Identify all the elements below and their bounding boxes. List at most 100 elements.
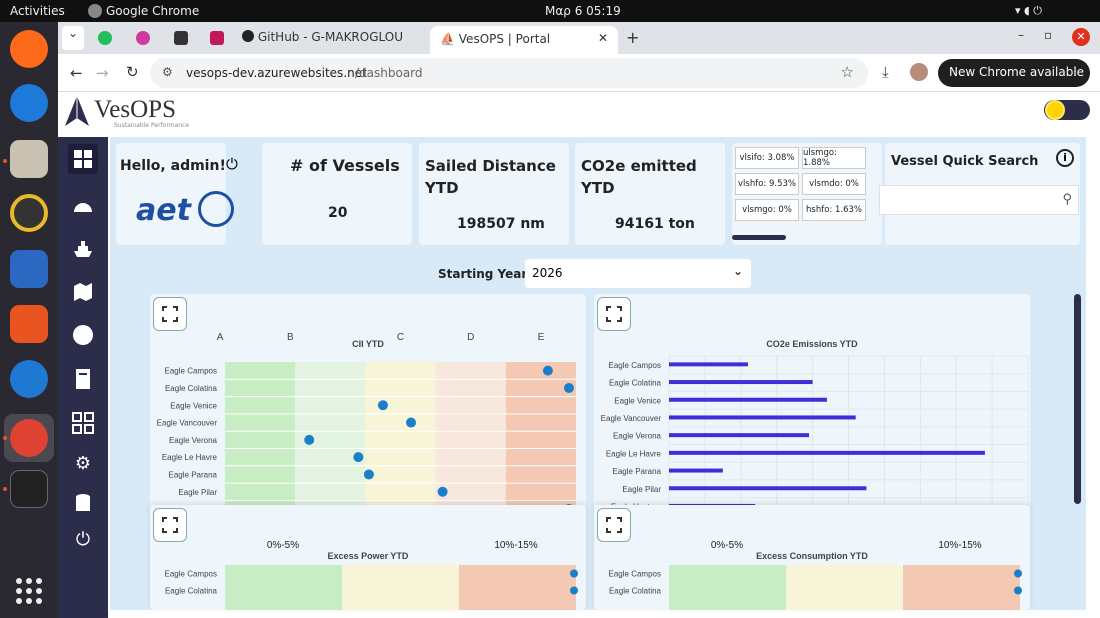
client-logo: aet — [136, 193, 191, 228]
vesops-page: VesOPS Sustainable Performance ⚙ ⏻ Hello… — [58, 92, 1100, 618]
cii-category-label: Eagle Verona — [169, 436, 218, 445]
excess-title: Excess Power YTD — [328, 551, 409, 561]
map-icon[interactable] — [71, 280, 95, 304]
excess-point — [570, 569, 578, 578]
rhythmbox-icon[interactable] — [10, 194, 48, 232]
content-scrollbar[interactable] — [1074, 294, 1081, 504]
dock — [0, 22, 58, 618]
expand-cii-button[interactable] — [153, 297, 187, 331]
clock[interactable]: Μαρ 6 05:19 — [545, 4, 621, 18]
bookmark-star-icon[interactable]: ☆ — [840, 63, 854, 81]
excess-band — [786, 565, 903, 610]
co2-value: 94161 ton — [615, 216, 695, 232]
tab-github[interactable]: GitHub - G-MAKROGLOU — [242, 26, 422, 50]
chevron-down-icon: ⌄ — [732, 264, 743, 278]
co2-panel: CO2e Emissions YTD Eagle Campos Eagle Cola… — [594, 294, 1030, 522]
profile-avatar[interactable] — [910, 63, 928, 81]
os-top-bar: Activities Google Chrome Μαρ 6 05:19 ▾ ◖… — [0, 0, 1100, 22]
new-chrome-button[interactable]: New Chrome available ⋮ — [938, 59, 1090, 87]
vessel-search-input[interactable]: ⚲ — [879, 185, 1079, 215]
chrome-menu-icon[interactable]: ⋮ — [1069, 64, 1081, 78]
database-icon[interactable] — [71, 492, 95, 516]
co2-category-label: Eagle Parana — [613, 467, 662, 476]
system-tray-icons[interactable]: ▾ ◖ ⏻ — [1015, 4, 1043, 17]
co2-label: CO2e emitted YTD — [581, 157, 697, 197]
fuel-chip: vlsifo: 3.08% — [735, 147, 799, 169]
cii-category-label: Eagle Parana — [169, 470, 218, 479]
power-icon[interactable]: ⏻ — [226, 155, 238, 173]
starting-year-select[interactable]: 2026 ⌄ — [525, 259, 751, 288]
chrome-icon[interactable] — [10, 419, 48, 457]
excess-band — [225, 565, 342, 610]
maximize-button[interactable]: ▫ — [1044, 28, 1053, 42]
pinned-tab-4-icon[interactable] — [210, 31, 224, 45]
greeting-card: Hello, admin! ⏻ aet — [116, 143, 238, 245]
back-icon[interactable]: ← — [70, 64, 83, 82]
expand-power-button[interactable] — [153, 508, 187, 542]
cii-point — [406, 417, 417, 428]
cii-category-label: Eagle Le Havre — [162, 453, 218, 462]
firefox-icon[interactable] — [10, 30, 48, 68]
forward-icon[interactable]: → — [96, 64, 109, 82]
tab-vesops-label: VesOPS | Portal — [458, 32, 551, 46]
pinned-tab-2-icon[interactable] — [136, 31, 150, 45]
close-tab-icon[interactable]: ✕ — [597, 31, 608, 45]
expand-consumption-button[interactable] — [597, 508, 631, 542]
close-window-button[interactable]: ✕ — [1072, 28, 1090, 46]
minimize-button[interactable]: – — [1018, 28, 1024, 42]
pinned-tab-1-icon[interactable] — [98, 31, 112, 45]
excess-legend-label: 0%-5% — [711, 540, 743, 551]
pinned-tab-3-icon[interactable] — [174, 31, 188, 45]
excess-band — [903, 565, 1020, 610]
github-icon — [242, 30, 254, 42]
globe-icon[interactable] — [71, 323, 95, 347]
files-icon[interactable] — [10, 140, 48, 178]
fuel-scrollbar[interactable] — [732, 235, 786, 240]
nav-dashboard[interactable] — [68, 144, 98, 174]
help-icon[interactable] — [10, 360, 48, 398]
excess-band — [669, 565, 786, 610]
vessel-search-title: Vessel Quick Search — [891, 154, 1039, 169]
excess-category-label: Eagle Colatina — [165, 587, 218, 596]
address-bar[interactable]: ⚙ vesops-dev.azurewebsites.net /dashboar… — [150, 58, 868, 88]
ship-icon[interactable] — [71, 237, 95, 261]
co2-chart: CO2e Emissions YTD Eagle Campos Eagle Cola… — [601, 339, 1029, 522]
theme-toggle[interactable] — [1044, 100, 1090, 120]
info-icon[interactable]: i — [1056, 149, 1074, 167]
site-info-icon[interactable]: ⚙ — [162, 65, 173, 79]
new-tab-button[interactable]: + — [626, 28, 640, 47]
show-apps-icon[interactable] — [10, 572, 48, 610]
expand-co2-button[interactable] — [597, 297, 631, 331]
settings-gear-icon[interactable]: ⚙ — [74, 453, 92, 474]
speedometer-icon[interactable] — [71, 195, 95, 219]
co2-bar — [669, 468, 723, 473]
tab-search-icon[interactable]: ⌄ — [62, 26, 84, 50]
excess-category-label: Eagle Campos — [609, 570, 661, 579]
fuel-mix-card: vlsifo: 3.08% ulsmgo: 1.88% vlshfo: 9.53… — [732, 143, 882, 245]
apps-icon[interactable] — [71, 411, 95, 435]
vessels-value: 20 — [328, 205, 348, 221]
cii-band-label: D — [467, 332, 474, 343]
reload-icon[interactable]: ↻ — [126, 63, 139, 81]
co2-category-label: Eagle Campos — [609, 361, 661, 370]
terminal-icon[interactable] — [10, 470, 48, 508]
dashboard-content: Hello, admin! ⏻ aet # of Vessels 20 Sail… — [110, 137, 1086, 610]
writer-icon[interactable] — [10, 250, 48, 288]
report-icon[interactable] — [71, 367, 95, 391]
cii-band-label: E — [538, 332, 545, 343]
vesops-tab-icon: ⛵ — [440, 32, 455, 46]
app-menu[interactable]: Google Chrome — [106, 4, 200, 18]
cii-chart: A B C D E CII YTD Eagle Campos Eagle Colatina Ea… — [157, 332, 576, 522]
download-icon[interactable]: ⤓ — [882, 63, 889, 81]
url-path: /dashboard — [355, 66, 423, 80]
thunderbird-icon[interactable] — [10, 84, 48, 122]
tab-vesops[interactable]: ⛵ VesOPS | Portal ✕ — [430, 26, 618, 54]
cii-band — [225, 362, 296, 522]
app-center-icon[interactable] — [10, 305, 48, 343]
logout-power-icon[interactable]: ⏻ — [75, 529, 91, 550]
excess-point — [570, 586, 578, 595]
cii-band-label: A — [217, 332, 224, 343]
activities-button[interactable]: Activities — [10, 4, 65, 18]
co2-category-label: Eagle Pilar — [622, 485, 661, 494]
excess-legend-label: 0%-5% — [267, 540, 299, 551]
